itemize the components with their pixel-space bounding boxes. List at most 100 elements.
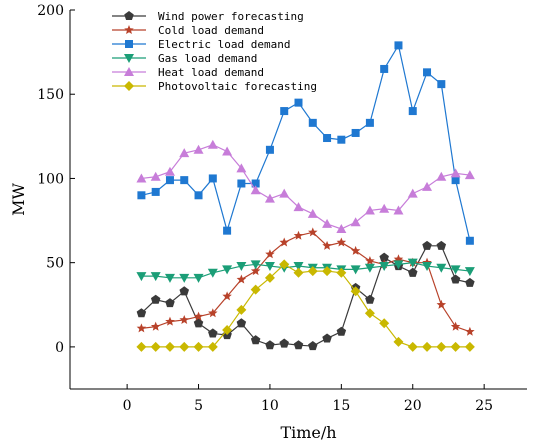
data-point: [236, 318, 247, 328]
data-point: [136, 323, 147, 333]
data-point: [279, 259, 290, 270]
data-point: [393, 336, 404, 347]
data-point: [150, 171, 161, 181]
data-point: [237, 179, 246, 188]
legend-label: Heat load demand: [158, 66, 264, 79]
data-point: [137, 191, 146, 200]
y-tick-label: 50: [46, 256, 64, 272]
series-1: [136, 240, 475, 351]
legend-item: Gas load demand: [112, 52, 257, 65]
series-group: [136, 41, 475, 352]
data-point: [436, 171, 447, 181]
data-point: [150, 341, 161, 352]
data-point: [364, 205, 375, 215]
data-point: [450, 168, 461, 178]
data-point: [394, 41, 403, 50]
data-point: [436, 240, 447, 250]
x-tick-label: 0: [123, 398, 132, 414]
data-point: [193, 273, 204, 283]
data-point: [251, 179, 260, 188]
data-point: [250, 185, 261, 195]
legend-item: Photovoltaic forecasting: [112, 80, 317, 93]
data-point: [165, 176, 174, 185]
data-point: [222, 265, 233, 275]
data-point: [323, 134, 332, 143]
data-point: [422, 240, 432, 250]
legend-marker: [124, 25, 134, 35]
legend-label: Photovoltaic forecasting: [158, 80, 317, 93]
data-point: [164, 166, 175, 176]
data-point: [423, 68, 432, 77]
y-tick-label: 200: [37, 3, 64, 19]
data-point: [179, 273, 190, 283]
data-point: [222, 146, 233, 156]
data-point: [279, 338, 289, 348]
data-point: [250, 260, 261, 270]
x-axis-label: Time/h: [280, 423, 336, 441]
data-point: [393, 254, 404, 264]
data-point: [308, 227, 318, 237]
data-point: [236, 274, 247, 284]
data-point: [393, 260, 404, 270]
legend-label: Wind power forecasting: [158, 10, 304, 23]
data-point: [322, 240, 332, 250]
data-point: [236, 262, 247, 272]
x-tick-label: 10: [261, 398, 279, 414]
data-point: [422, 341, 433, 352]
data-point: [351, 128, 360, 137]
data-point: [164, 273, 175, 283]
data-point: [208, 328, 218, 338]
data-point: [150, 294, 161, 304]
x-tick-label: 20: [404, 398, 422, 414]
data-point: [407, 258, 418, 268]
data-point: [307, 266, 318, 277]
data-point: [179, 148, 190, 158]
data-point: [280, 107, 289, 116]
data-point: [250, 335, 261, 345]
data-point: [207, 139, 218, 149]
x-tick-label: 25: [475, 398, 493, 414]
data-point: [451, 176, 460, 185]
data-point: [179, 314, 190, 324]
data-point: [336, 267, 347, 278]
legend-label: Electric load demand: [158, 38, 290, 51]
data-point: [194, 191, 203, 200]
data-point: [365, 255, 375, 266]
data-point: [208, 308, 218, 318]
data-point: [294, 98, 303, 107]
legend-label: Cold load demand: [158, 24, 264, 37]
data-point: [265, 145, 274, 154]
data-point: [193, 318, 204, 328]
data-point: [264, 193, 275, 203]
data-point: [322, 333, 332, 343]
legend-item: Heat load demand: [112, 66, 264, 79]
data-point: [436, 299, 447, 309]
data-point: [265, 249, 275, 259]
data-point: [179, 286, 190, 296]
data-point: [136, 308, 147, 318]
data-point: [350, 265, 361, 275]
axes: 0 50 100 150 200 0 5 10 15 20 25: [37, 3, 527, 414]
data-point: [337, 135, 346, 144]
data-point: [379, 203, 390, 213]
x-tick-label: 5: [194, 398, 203, 414]
data-point: [164, 341, 175, 352]
data-point: [293, 262, 304, 272]
data-point: [308, 341, 318, 351]
data-point: [193, 311, 204, 321]
data-point: [250, 284, 261, 295]
data-point: [407, 267, 418, 277]
y-tick-label: 150: [37, 87, 64, 103]
data-point: [293, 202, 304, 212]
data-point: [380, 64, 389, 73]
data-point: [222, 325, 233, 336]
data-point: [450, 341, 461, 352]
data-point: [179, 341, 190, 352]
data-point: [136, 173, 147, 183]
data-point: [336, 237, 347, 247]
data-point: [464, 341, 475, 352]
data-point: [136, 272, 147, 282]
data-point: [350, 286, 361, 297]
legend-label: Gas load demand: [158, 52, 257, 65]
